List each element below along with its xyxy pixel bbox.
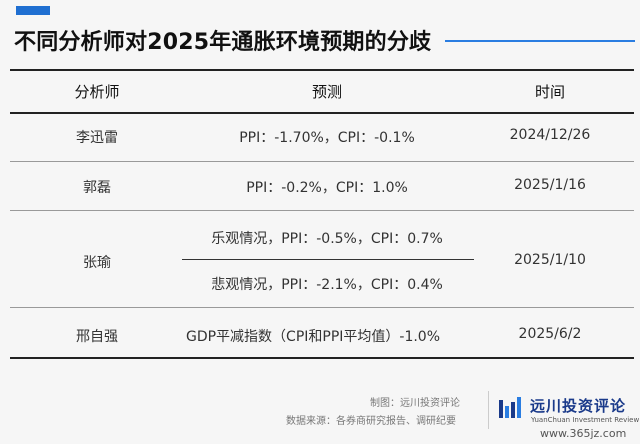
table-top-rule bbox=[10, 69, 634, 71]
data-source: 数据来源：各券商研究报告、调研纪要 bbox=[286, 416, 456, 427]
header-forecast: 预测 bbox=[311, 83, 343, 101]
row-divider bbox=[10, 210, 634, 211]
header-analyst: 分析师 bbox=[74, 83, 120, 101]
header-time: 时间 bbox=[534, 83, 566, 101]
header-rule bbox=[10, 112, 634, 114]
analyst-name: 李迅雷 bbox=[76, 130, 118, 146]
forecast-date: 2024/12/26 bbox=[509, 127, 591, 143]
forecast-date: 2025/1/10 bbox=[514, 252, 586, 268]
forecast-optimistic: 乐观情况，PPI：-0.5%，CPI：0.7% bbox=[211, 231, 443, 247]
bar-chart-icon bbox=[499, 397, 521, 418]
table-bottom-rule bbox=[10, 357, 634, 359]
forecast-value: PPI：-1.70%，CPI：-0.1% bbox=[239, 130, 415, 146]
forecast-pessimistic: 悲观情况，PPI：-2.1%，CPI：0.4% bbox=[211, 277, 443, 293]
row-divider bbox=[10, 307, 634, 308]
title-accent-bar bbox=[16, 6, 50, 15]
brand-name-en: YuanChuan Investment Review bbox=[531, 416, 640, 424]
forecast-value: GDP平减指数（CPI和PPI平均值）-1.0% bbox=[185, 329, 441, 345]
row-divider bbox=[10, 161, 634, 162]
watermark: www.365jz.com bbox=[540, 427, 627, 440]
analyst-name: 张瑜 bbox=[83, 255, 111, 271]
forecast-value: PPI：-0.2%，CPI：1.0% bbox=[246, 180, 408, 196]
analyst-name: 郭磊 bbox=[83, 180, 111, 196]
forecast-date: 2025/6/2 bbox=[518, 326, 582, 342]
forecast-date: 2025/1/16 bbox=[514, 177, 586, 193]
title-underline bbox=[445, 40, 635, 42]
chart-credit: 制图：远川投资评论 bbox=[370, 398, 460, 409]
analyst-name: 邢自强 bbox=[76, 329, 118, 345]
scenario-divider bbox=[182, 259, 474, 260]
brand-name: 远川投资评论 bbox=[530, 397, 627, 415]
page-title: 不同分析师对2025年通胀环境预期的分歧 bbox=[14, 30, 432, 55]
footer-divider bbox=[488, 391, 489, 429]
